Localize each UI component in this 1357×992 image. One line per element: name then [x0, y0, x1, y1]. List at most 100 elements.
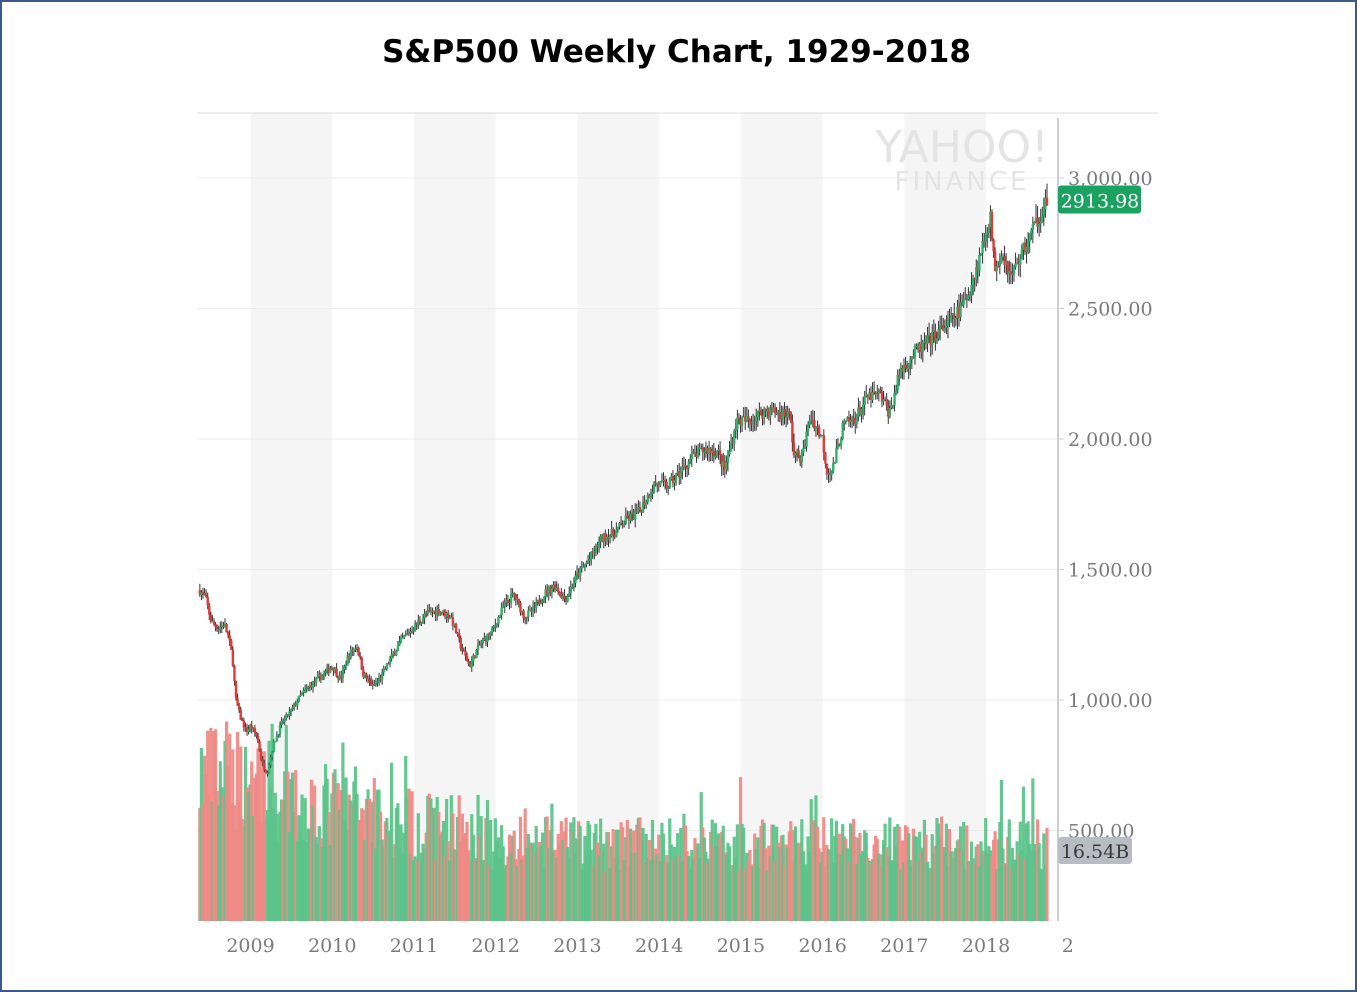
candle-body — [824, 452, 827, 464]
candle-body — [797, 450, 800, 458]
candle-body — [450, 617, 453, 619]
candle-body — [938, 325, 942, 329]
candle-body — [544, 589, 547, 597]
candle-body — [256, 735, 260, 742]
candle-body — [560, 593, 563, 598]
candle-body — [568, 593, 571, 596]
candle-body — [1008, 271, 1011, 275]
candle-body — [844, 420, 848, 422]
candle-body — [319, 674, 323, 680]
candle-body — [674, 473, 678, 481]
candle-body — [517, 598, 521, 603]
candle-body — [239, 709, 242, 720]
candle-body — [490, 627, 494, 632]
candle-body — [311, 681, 315, 688]
candle-body — [424, 613, 428, 615]
candle-body — [597, 541, 601, 549]
year-band — [740, 113, 823, 921]
candle-body — [203, 593, 206, 596]
candle-body — [1004, 261, 1008, 265]
candle-body — [755, 416, 758, 422]
yahoo-finance-watermark: YAHOO! FINANCE — [874, 122, 1049, 197]
candle-body — [380, 672, 384, 680]
candle-body — [695, 453, 698, 458]
candle-body — [473, 655, 477, 659]
candle-body — [486, 633, 489, 642]
candle-body — [272, 741, 275, 753]
candle-body — [462, 650, 466, 652]
candle-body — [237, 705, 241, 710]
candle-body — [459, 638, 462, 649]
candle-body — [374, 682, 378, 686]
candle-body — [629, 513, 632, 521]
candle-body — [318, 674, 321, 677]
candle-body — [1033, 221, 1036, 225]
candle-body — [245, 727, 249, 732]
candle-body — [998, 263, 1002, 267]
candle-body — [294, 703, 297, 706]
candle-body — [230, 640, 233, 650]
candle-body — [572, 582, 576, 588]
candle-body — [857, 407, 860, 417]
y-tick-label: 1,000.00 — [1068, 690, 1153, 712]
candle-body — [879, 389, 882, 393]
candle-body — [608, 535, 612, 541]
candle-body — [693, 452, 697, 454]
candle-body — [420, 622, 423, 624]
candle-body — [338, 675, 341, 679]
candle-body — [918, 344, 921, 351]
candle-body — [805, 431, 808, 447]
candle-body — [586, 561, 590, 563]
watermark-line2: FINANCE — [895, 167, 1030, 197]
candle-body — [428, 610, 431, 612]
candle-body — [594, 544, 598, 553]
candle-body — [226, 632, 230, 636]
candle-body — [302, 690, 305, 693]
candle-body — [391, 653, 395, 655]
candle-body — [525, 616, 528, 619]
candle-body — [704, 447, 708, 452]
candle-body — [909, 359, 912, 364]
candle-body — [613, 534, 616, 538]
candle-body — [327, 667, 330, 673]
candle-body — [916, 345, 920, 351]
candle-body — [814, 426, 818, 429]
candle-body — [813, 420, 816, 429]
candle-body — [723, 461, 727, 470]
candle-body — [690, 453, 693, 460]
candle-body — [297, 695, 301, 703]
candle-body — [415, 623, 418, 625]
candle-body — [618, 523, 621, 527]
candle-body — [579, 567, 582, 577]
candle-body — [877, 389, 881, 394]
candle-body — [659, 481, 662, 487]
candle-body — [274, 741, 277, 743]
candle-body — [547, 586, 550, 594]
candle-body — [740, 416, 744, 426]
candle-body — [530, 609, 533, 613]
candle-body — [465, 655, 469, 662]
candle-body — [923, 341, 926, 344]
candle-body — [423, 613, 426, 619]
candle-body — [601, 535, 604, 542]
candle-body — [960, 302, 964, 305]
candle-body — [838, 443, 841, 446]
candle-body — [1042, 209, 1046, 217]
candle-body — [692, 452, 695, 454]
candle-body — [734, 429, 738, 431]
candle-body — [758, 409, 761, 412]
candle-body — [325, 667, 329, 672]
candle-body — [850, 417, 854, 420]
x-tick-label: 2017 — [880, 935, 928, 957]
candle-body — [921, 342, 925, 353]
candle-body — [1012, 267, 1016, 274]
candle-body — [253, 728, 257, 733]
candle-body — [646, 494, 649, 502]
x-tick-label: 2014 — [635, 935, 683, 957]
candle-body — [703, 451, 706, 453]
candle-body — [769, 407, 772, 417]
candle-body — [1036, 217, 1039, 228]
candle-body — [989, 211, 992, 228]
candle-body — [954, 317, 958, 320]
